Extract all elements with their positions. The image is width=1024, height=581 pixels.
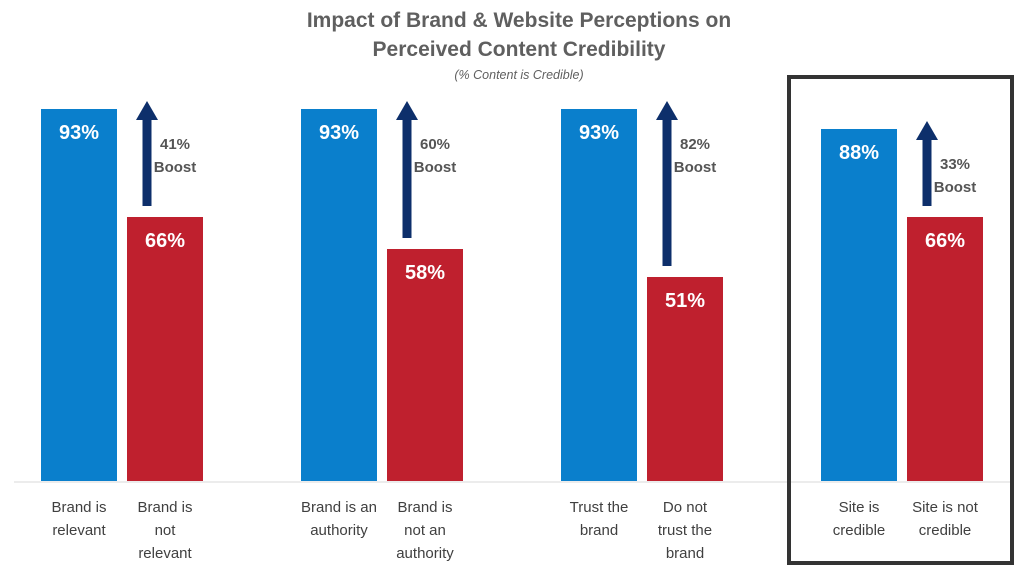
- bar-value-label: 51%: [665, 290, 705, 312]
- bar-value-label: 93%: [579, 122, 619, 144]
- bar-4-2: [907, 217, 983, 481]
- bar-3-1: [561, 109, 637, 481]
- category-label: authority: [310, 522, 368, 539]
- bar-4-1: [821, 129, 897, 481]
- boost-word-label: Boost: [154, 159, 197, 176]
- bar-1-2: [127, 217, 203, 481]
- category-label: brand: [666, 545, 704, 562]
- category-label: Site is: [839, 499, 880, 516]
- boost-percent-label: 41%: [160, 136, 190, 153]
- bar-value-label: 66%: [925, 230, 965, 252]
- boost-percent-label: 33%: [940, 156, 970, 173]
- bar-value-label: 93%: [319, 122, 359, 144]
- highlight-box: [787, 75, 1014, 565]
- category-label: Brand is: [137, 499, 192, 516]
- boost-arrow-shaft: [662, 119, 672, 266]
- category-label: relevant: [52, 522, 106, 539]
- boost-arrow-shaft: [142, 119, 152, 206]
- bar-value-label: 66%: [145, 230, 185, 252]
- chart-title-line-2: Perceived Content Credibility: [373, 38, 666, 61]
- chart-title-line-1: Impact of Brand & Website Perceptions on: [307, 9, 731, 32]
- plot-area: 93% Brand is relevant 66% Brand is not relevan…: [14, 75, 1014, 565]
- boost-arrow-head: [656, 101, 678, 120]
- bar-value-label: 93%: [59, 122, 99, 144]
- category-label: not: [155, 522, 177, 539]
- category-label: relevant: [138, 545, 192, 562]
- category-label: Brand is: [397, 499, 452, 516]
- boost-percent-label: 82%: [680, 136, 710, 153]
- category-label: not an: [404, 522, 446, 539]
- category-label: authority: [396, 545, 454, 562]
- bar-1-1: [41, 109, 117, 481]
- bar-value-label: 88%: [839, 142, 879, 164]
- category-label: Brand is an: [301, 499, 377, 516]
- boost-arrow-head: [136, 101, 158, 120]
- category-label: Do not: [663, 499, 708, 516]
- boost-percent-label: 60%: [420, 136, 450, 153]
- boost-arrow-shaft: [922, 139, 932, 206]
- boost-word-label: Boost: [674, 159, 717, 176]
- category-label: Trust the: [570, 499, 629, 516]
- category-label: Site is not: [912, 499, 979, 516]
- bar-value-label: 58%: [405, 262, 445, 284]
- boost-arrow-shaft: [402, 119, 412, 238]
- boost-arrow-head: [916, 121, 938, 140]
- category-label: trust the: [658, 522, 712, 539]
- category-label: credible: [919, 522, 972, 539]
- boost-word-label: Boost: [414, 159, 457, 176]
- bar-2-2: [387, 249, 463, 481]
- boost-arrow-head: [396, 101, 418, 120]
- category-label: credible: [833, 522, 886, 539]
- bar-3-2: [647, 277, 723, 481]
- category-label: Brand is: [51, 499, 106, 516]
- category-label: brand: [580, 522, 618, 539]
- chart-subtitle: (% Content is Credible): [454, 68, 583, 82]
- boost-word-label: Boost: [934, 179, 977, 196]
- bar-2-1: [301, 109, 377, 481]
